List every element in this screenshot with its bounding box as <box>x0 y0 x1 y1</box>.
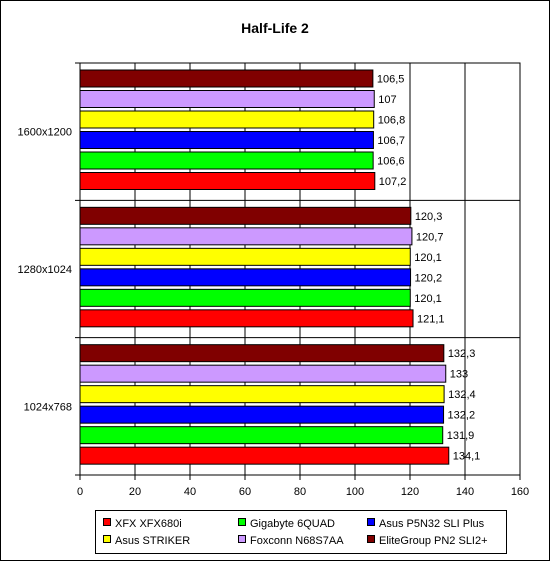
bar <box>79 385 445 404</box>
bar <box>79 446 450 465</box>
category-label: 1600x1200 <box>18 127 72 139</box>
bar-value-label: 132,3 <box>448 348 476 360</box>
x-tick-label: 40 <box>184 486 196 498</box>
bar <box>79 405 445 424</box>
legend-item: EliteGroup PN2 SLI2+ <box>367 535 488 547</box>
bar-value-label: 106,5 <box>377 74 405 86</box>
bar-value-label: 120,7 <box>416 231 444 243</box>
bar <box>79 151 374 170</box>
legend-swatch <box>367 535 375 543</box>
x-tick-label: 140 <box>456 486 474 498</box>
bar-value-label: 133 <box>450 369 468 381</box>
bar-value-label: 107,2 <box>379 176 407 188</box>
category-label: 1024x768 <box>24 401 72 413</box>
bar <box>79 288 411 307</box>
legend-swatch <box>367 518 375 526</box>
x-tick-label: 20 <box>129 486 141 498</box>
legend-label: XFX XFX680i <box>115 518 182 530</box>
x-tick-label: 160 <box>511 486 529 498</box>
category-label: 1280x1024 <box>18 264 72 276</box>
legend-swatch <box>103 535 111 543</box>
x-tick-label: 80 <box>294 486 306 498</box>
bar-value-label: 134,1 <box>453 451 481 463</box>
bar <box>79 69 374 88</box>
bar <box>79 426 444 445</box>
bar-value-label: 106,8 <box>378 115 406 127</box>
bar-value-label: 120,2 <box>415 272 443 284</box>
bar-value-label: 132,4 <box>448 389 476 401</box>
legend-swatch <box>103 518 111 526</box>
legend-item: Gigabyte 6QUAD <box>238 518 335 530</box>
x-tick-label: 100 <box>346 486 364 498</box>
legend-swatch <box>238 535 246 543</box>
legend-item: Asus STRIKER <box>103 535 190 547</box>
bar-value-label: 120,1 <box>414 293 442 305</box>
x-tick-label: 120 <box>401 486 419 498</box>
x-tick-label: 60 <box>239 486 251 498</box>
plot-area: 0 20 40 60 80 100 120 140 160 1600x1200 106,5 107 10… <box>18 62 529 498</box>
bar-value-label: 131,9 <box>447 430 475 442</box>
legend-label: EliteGroup PN2 SLI2+ <box>379 535 488 547</box>
legend-swatch <box>238 518 246 526</box>
bar <box>79 90 375 108</box>
x-tick-label: 0 <box>77 486 83 498</box>
bar <box>79 268 412 287</box>
legend-item: XFX XFX680i <box>103 518 182 530</box>
bar <box>79 344 445 363</box>
bar <box>79 227 413 246</box>
bar <box>79 247 411 266</box>
bar <box>79 206 412 225</box>
legend: XFX XFX680i Gigabyte 6QUAD Asus P5N32 SLI … <box>95 510 507 554</box>
legend-item: Asus P5N32 SLI Plus <box>367 518 484 530</box>
bar-value-label: 120,1 <box>414 252 442 264</box>
bar <box>79 110 375 129</box>
bar-value-label: 120,3 <box>415 211 443 223</box>
bar <box>79 309 414 328</box>
bar-value-label: 107 <box>378 94 396 106</box>
bar-value-label: 106,6 <box>377 156 405 168</box>
legend-label: Foxconn N68S7AA <box>250 535 344 547</box>
bar-value-label: 106,7 <box>377 135 405 147</box>
legend-label: Gigabyte 6QUAD <box>250 518 335 530</box>
bar <box>79 364 447 383</box>
legend-item: Foxconn N68S7AA <box>238 535 344 547</box>
bar <box>79 131 374 149</box>
bar-value-label: 132,2 <box>448 410 476 422</box>
bar-value-label: 121,1 <box>417 313 445 325</box>
legend-label: Asus STRIKER <box>115 535 191 547</box>
bar <box>79 172 376 190</box>
legend-label: Asus P5N32 SLI Plus <box>379 518 485 530</box>
chart-title: Half-Life 2 <box>241 20 309 36</box>
